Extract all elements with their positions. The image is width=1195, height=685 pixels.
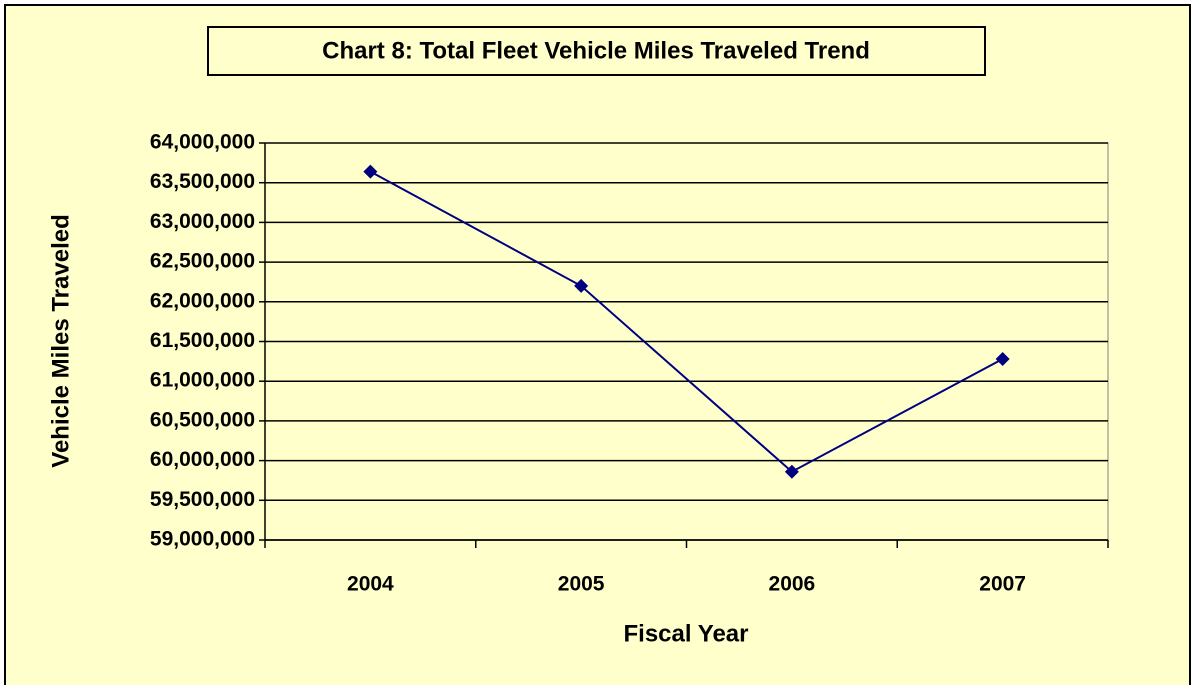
x-tick-label: 2006 — [769, 573, 816, 596]
y-tick-label: 59,000,000 — [150, 528, 255, 551]
data-marker — [574, 278, 589, 293]
data-marker — [995, 351, 1010, 366]
title-box — [207, 26, 986, 76]
data-marker — [363, 164, 378, 179]
data-line — [369, 170, 1004, 473]
y-tick-label: 59,500,000 — [150, 488, 255, 511]
x-tick-label: 2005 — [558, 573, 605, 596]
y-tick-label: 64,000,000 — [150, 131, 255, 154]
y-tick-label: 62,500,000 — [150, 250, 255, 273]
x-tick-label: 2007 — [979, 573, 1026, 596]
x-axis-title: Fiscal Year — [624, 620, 749, 647]
y-tick-label: 61,000,000 — [150, 369, 255, 392]
y-tick-label: 63,500,000 — [150, 170, 255, 193]
y-tick-label: 63,000,000 — [150, 210, 255, 233]
data-marker — [784, 464, 799, 479]
y-axis-title: Vehicle Miles Traveled — [47, 214, 74, 467]
x-tick-label: 2004 — [347, 573, 394, 596]
y-tick-label: 60,000,000 — [150, 448, 255, 471]
chart-title: Chart 8: Total Fleet Vehicle Miles Trave… — [322, 37, 870, 64]
y-tick-label: 62,000,000 — [150, 289, 255, 312]
y-tick-label: 61,500,000 — [150, 329, 255, 352]
y-tick-label: 60,500,000 — [150, 408, 255, 431]
